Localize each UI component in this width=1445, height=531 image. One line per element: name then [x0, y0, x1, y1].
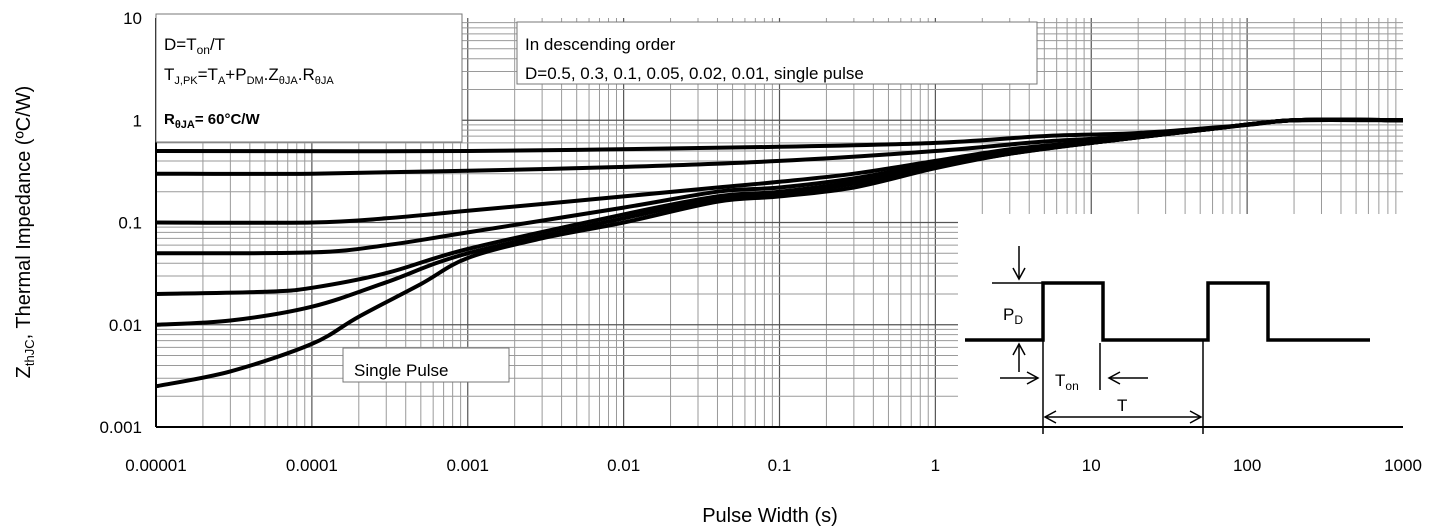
x-tick-label: 1000 [1384, 456, 1422, 475]
x-tick-label: 0.0001 [286, 456, 338, 475]
rtheta-value: RθJA= 60°C/W [164, 111, 260, 131]
ton-label: Ton [1055, 371, 1079, 393]
order-list: D=0.5, 0.3, 0.1, 0.05, 0.02, 0.01, singl… [525, 64, 864, 83]
y-tick-label: 0.01 [109, 316, 142, 335]
x-tick-label: 0.001 [446, 456, 489, 475]
x-tick-label: 0.01 [607, 456, 640, 475]
duty-formula: D=Ton/T [164, 35, 225, 57]
y-tick-label: 10 [123, 9, 142, 28]
x-tick-label: 0.00001 [125, 456, 186, 475]
y-tick-label: 1 [133, 111, 142, 130]
junction-formula: TJ,PK=TA+PDM.ZθJA.RθJA [164, 65, 334, 87]
order-title: In descending order [525, 35, 676, 54]
pulse-waveform [965, 281, 1370, 342]
pd-label: PD [1003, 305, 1023, 327]
period-label: T [1117, 396, 1127, 415]
x-tick-label: 100 [1233, 456, 1261, 475]
x-tick-labels: 0.00001 0.0001 0.001 0.01 0.1 1 10 100 1000 [125, 456, 1422, 475]
pulse-inset: PD Ton T [958, 214, 1404, 434]
x-tick-label: 10 [1082, 456, 1101, 475]
single-pulse-text: Single Pulse [354, 361, 449, 380]
formula-box: D=Ton/T TJ,PK=TA+PDM.ZθJA.RθJA RθJA= 60°… [155, 13, 463, 143]
series-line-7 [155, 117, 1404, 389]
order-box: In descending order D=0.5, 0.3, 0.1, 0.0… [516, 21, 1038, 85]
x-tick-label: 1 [931, 456, 940, 475]
y-tick-labels: 0.001 0.01 0.1 1 10 [99, 9, 142, 437]
y-tick-label: 0.001 [99, 418, 142, 437]
y-axis-label: ZthJC, Thermal Impedance (ºC/W) [13, 86, 37, 379]
x-tick-label: 0.1 [768, 456, 792, 475]
single-pulse-label: Single Pulse [342, 347, 510, 383]
series-lines [155, 117, 1404, 389]
y-tick-label: 0.1 [118, 214, 142, 233]
x-axis-label: Pulse Width (s) [702, 505, 838, 527]
